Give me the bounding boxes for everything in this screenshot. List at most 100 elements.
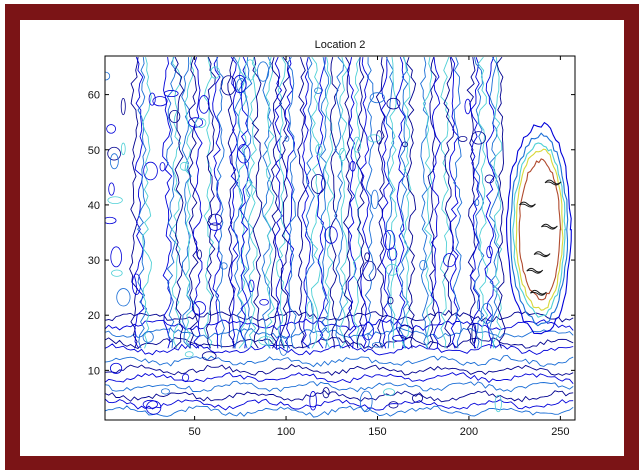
y-tick-label: 30 <box>88 255 100 267</box>
vertical-contour <box>334 56 345 349</box>
vertical-contour <box>319 57 329 349</box>
vertical-contour <box>427 56 437 349</box>
contour-blob <box>359 390 373 412</box>
contour-blob <box>284 135 290 142</box>
vertical-contour <box>352 56 362 349</box>
vertical-contour <box>316 57 327 349</box>
contour-blob <box>120 142 126 156</box>
contour-blob <box>105 71 111 81</box>
hot-region-blob <box>519 201 536 208</box>
vertical-contour <box>305 56 315 349</box>
contour-blob <box>411 393 423 403</box>
vertical-contour <box>469 56 481 349</box>
contour-blob <box>237 143 251 164</box>
contour-blob <box>110 246 122 268</box>
vertical-contour <box>229 56 239 349</box>
contour-blob <box>198 95 210 114</box>
vertical-contour <box>137 57 148 349</box>
contour-blob <box>278 336 289 356</box>
contour-blob <box>148 92 156 106</box>
contour-blob <box>143 161 158 181</box>
hot-region-blob <box>526 267 544 274</box>
contour-blob <box>159 162 166 172</box>
contour-blob <box>388 401 399 409</box>
x-tick-label: 150 <box>368 426 386 438</box>
contour-blob <box>484 174 495 184</box>
contour-blob <box>309 390 317 411</box>
vertical-contour <box>129 57 139 349</box>
contour-blob <box>494 394 502 413</box>
y-tick-label: 50 <box>88 145 100 157</box>
vertical-contour <box>439 56 450 349</box>
vertical-contour <box>338 56 349 349</box>
y-tick-label: 40 <box>88 200 100 212</box>
contour-blob <box>376 130 383 145</box>
contour-blob <box>210 66 221 79</box>
horizontal-contour <box>105 380 574 393</box>
contour-blob <box>362 322 374 341</box>
contour-blob <box>419 259 428 271</box>
vertical-contour <box>251 57 263 349</box>
horizontal-contour <box>105 337 574 350</box>
vertical-contour <box>141 56 152 349</box>
vertical-contour <box>359 57 371 349</box>
contour-blob <box>152 96 168 107</box>
contour-blob <box>338 147 347 162</box>
vertical-contour <box>387 57 398 349</box>
contour-blob <box>315 144 323 156</box>
contour-blob <box>386 97 401 110</box>
contour-blob <box>116 288 131 307</box>
contour-blob <box>311 174 326 194</box>
contour-blob <box>244 59 256 81</box>
contour-blob <box>474 198 480 206</box>
contour-blob <box>196 249 202 260</box>
vertical-contour <box>274 56 284 349</box>
contour-blob <box>383 388 396 396</box>
vertical-contour <box>243 57 253 349</box>
contour-blob <box>349 160 356 172</box>
contour-blob <box>220 262 228 270</box>
contour-blob <box>387 247 398 261</box>
vertical-contour <box>492 57 503 349</box>
contour-blob <box>160 388 170 395</box>
contour-blob <box>371 342 383 348</box>
vertical-contour <box>237 56 248 349</box>
vertical-contour <box>162 57 173 349</box>
vertical-contour <box>284 56 295 349</box>
contour-blob <box>142 331 154 343</box>
horizontal-contour <box>105 354 574 368</box>
contour-blob <box>364 252 370 262</box>
horizontal-contour <box>105 363 574 376</box>
contour-blob <box>324 226 338 244</box>
vertical-contour <box>443 57 455 349</box>
hot-region-contour <box>518 158 562 301</box>
vertical-contour <box>477 56 489 349</box>
contour-blob <box>362 260 377 282</box>
contour-blob <box>443 253 457 268</box>
hot-region-contour <box>515 148 564 311</box>
vertical-contour <box>466 57 477 349</box>
vertical-contour <box>401 56 412 349</box>
contour-blob <box>369 92 385 104</box>
contour-blob <box>106 124 116 134</box>
horizontal-contour <box>105 327 574 340</box>
contour-blob <box>109 153 119 170</box>
contour-blob <box>179 161 189 171</box>
hot-region-contour <box>512 142 567 318</box>
vertical-contour <box>279 56 290 349</box>
vertical-contour <box>324 57 335 349</box>
contour-blob <box>402 141 408 148</box>
contour-blob <box>464 98 471 115</box>
y-tick-label: 60 <box>88 90 100 102</box>
vertical-contour <box>489 56 500 349</box>
hot-region-blob <box>541 223 558 230</box>
figure-panel: Location 2 50 100 150 200 250 10 20 30 40 50 60 <box>20 20 624 456</box>
vertical-contour <box>166 56 177 349</box>
vertical-contour <box>227 56 236 349</box>
vertical-contour <box>449 56 460 349</box>
vertical-contour <box>264 56 275 349</box>
contour-blob <box>111 269 123 277</box>
contour-blob <box>383 229 396 251</box>
y-tick-label: 10 <box>88 365 100 377</box>
vertical-contour <box>496 56 506 349</box>
